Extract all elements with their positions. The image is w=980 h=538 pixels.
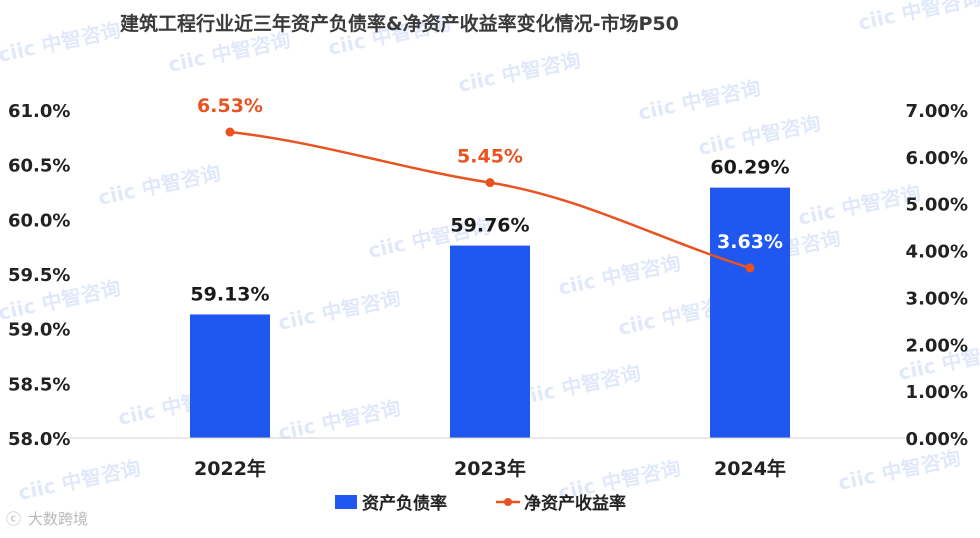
watermark-text: ciic 中智咨询 (556, 251, 683, 300)
right-axis-tick: 7.00% (906, 101, 968, 122)
x-axis-categories: 2022年 2023年 2024年 (194, 457, 786, 480)
right-axis-tick: 3.00% (906, 288, 968, 309)
left-y-axis: 58.0% 58.5% 59.0% 59.5% 60.0% 60.5% 61.0% (8, 101, 70, 450)
line-value-label: 6.53% (197, 95, 263, 117)
right-axis-tick: 2.00% (906, 335, 968, 356)
category-label: 2023年 (454, 457, 526, 480)
right-axis-tick: 1.00% (906, 382, 968, 403)
chart-title: 建筑工程行业近三年资产负债率&净资产收益率变化情况-市场P50 (120, 12, 679, 35)
line-value-label: 3.63% (717, 231, 783, 253)
watermark-text: ciic 中智咨询 (796, 181, 923, 230)
right-axis-tick: 6.00% (906, 148, 968, 169)
bar (710, 187, 790, 438)
right-y-axis: 0.00% 1.00% 2.00% 3.00% 4.00% 5.00% 6.00% 7.00% (906, 101, 968, 450)
line-point (225, 127, 235, 137)
brand-text: 大数跨境 (28, 510, 88, 528)
left-axis-tick: 59.5% (8, 265, 70, 286)
legend: 资产负债率 净资产收益率 (335, 493, 626, 514)
bar-series (190, 187, 790, 438)
right-axis-tick: 0.00% (906, 429, 968, 450)
bar-data-labels: 59.13% 59.76% 60.29% (190, 157, 789, 306)
watermark-text: ciic 中智咨询 (516, 361, 643, 410)
legend-label: 资产负债率 (362, 493, 447, 514)
line-data-labels: 6.53% 5.45% 3.63% (197, 95, 783, 253)
legend-label: 净资产收益率 (524, 493, 626, 514)
line-point (485, 178, 495, 188)
left-axis-tick: 58.0% (8, 429, 70, 450)
watermark-text: ciic 中智咨询 (696, 111, 823, 160)
line-series (225, 127, 755, 273)
bar (190, 314, 270, 438)
watermark-text: ciic 中智咨询 (856, 0, 980, 35)
watermark-text: ciic 中智咨询 (636, 76, 763, 125)
watermark-text: ciic 中智咨询 (0, 18, 123, 67)
bar-value-label: 60.29% (710, 157, 789, 179)
line-value-label: 5.45% (457, 146, 523, 168)
legend-line-marker (504, 498, 512, 506)
bar-value-label: 59.13% (190, 283, 269, 305)
watermark-text: ciic 中智咨询 (456, 48, 583, 97)
category-label: 2022年 (194, 457, 266, 480)
brand-mark: ⓒ 大数跨境 (6, 510, 88, 528)
line-point (745, 263, 755, 273)
left-axis-tick: 60.0% (8, 210, 70, 231)
left-axis-tick: 61.0% (8, 101, 70, 122)
bar-value-label: 59.76% (450, 215, 529, 237)
watermark-text: ciic 中智咨询 (836, 446, 963, 495)
right-axis-tick: 4.00% (906, 242, 968, 263)
watermark-text: ciic 中智咨询 (16, 456, 143, 505)
right-axis-tick: 5.00% (906, 195, 968, 216)
brand-icon: ⓒ (6, 510, 21, 528)
left-axis-tick: 58.5% (8, 374, 70, 395)
watermark-text: ciic 中智咨询 (276, 286, 403, 335)
bar (450, 245, 530, 438)
watermark-text: ciic 中智咨询 (96, 161, 223, 210)
legend-bar-swatch (335, 495, 357, 509)
left-axis-tick: 59.0% (8, 320, 70, 341)
watermark-text: ciic 中智咨询 (276, 396, 403, 445)
category-label: 2024年 (714, 457, 786, 480)
left-axis-tick: 60.5% (8, 156, 70, 177)
